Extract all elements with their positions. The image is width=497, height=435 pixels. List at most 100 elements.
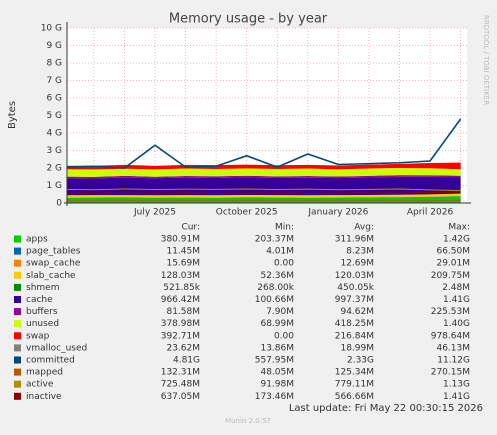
legend-stat: 2.33G xyxy=(347,356,374,366)
legend-stat: 7.90M xyxy=(266,307,294,317)
legend-stat: 270.15M xyxy=(431,368,470,378)
legend-swatch xyxy=(14,393,21,400)
legend-stat: 46.13M xyxy=(436,343,470,353)
legend-stat: 450.05k xyxy=(337,283,374,293)
legend-label: apps xyxy=(26,235,48,245)
legend-swatch xyxy=(14,320,21,327)
legend-stat: 66.50M xyxy=(436,247,470,257)
legend-swatch xyxy=(14,344,21,351)
legend-stat: 1.42G xyxy=(443,235,470,245)
legend-stat: 521.85k xyxy=(163,283,200,293)
y-tick-label: 9 G xyxy=(46,41,62,51)
legend-stat: 18.99M xyxy=(340,343,374,353)
legend-stat: 94.62M xyxy=(340,307,374,317)
legend-stat: 418.25M xyxy=(335,319,374,329)
legend-stat: 997.37M xyxy=(335,295,374,305)
legend-label: buffers xyxy=(26,307,58,317)
legend-stat: 128.03M xyxy=(161,271,200,281)
legend-swatch xyxy=(14,296,21,303)
legend-stat: 779.11M xyxy=(335,380,374,390)
y-tick-label: 5 G xyxy=(46,111,62,121)
x-tick-label: October 2025 xyxy=(216,208,278,218)
legend-stat: 29.01M xyxy=(436,259,470,269)
legend-stat: 0.00 xyxy=(274,331,294,341)
legend-stat: 311.96M xyxy=(335,235,374,245)
legend-stat: 225.53M xyxy=(431,307,470,317)
x-tick-label: January 2026 xyxy=(307,208,368,218)
y-axis-label: Bytes xyxy=(7,101,18,129)
watermark: RRDTOOL / TOBI OETIKER xyxy=(482,15,490,105)
y-tick-label: 4 G xyxy=(46,129,62,139)
legend-stat: 12.69M xyxy=(340,259,374,269)
last-update: Last update: Fri May 22 00:30:15 2026 xyxy=(289,403,483,414)
y-tick-label: 1 G xyxy=(46,181,62,191)
y-tick-label: 7 G xyxy=(46,76,62,86)
chart-title: Memory usage - by year xyxy=(169,12,328,27)
legend-stat: 209.75M xyxy=(431,271,470,281)
column-header: Min: xyxy=(275,223,294,233)
legend-stat: 68.99M xyxy=(260,319,294,329)
legend-label: active xyxy=(26,380,54,390)
legend-swatch xyxy=(14,381,21,388)
legend-swatch xyxy=(14,357,21,364)
y-tick-label: 3 G xyxy=(46,146,62,156)
legend-swatch xyxy=(14,308,21,315)
y-tick-label: 8 G xyxy=(46,59,62,69)
legend-stat: 100.66M xyxy=(255,295,294,305)
legend-stat: 637.05M xyxy=(161,392,200,402)
legend-stat: 91.98M xyxy=(260,380,294,390)
legend-stat: 1.40G xyxy=(443,319,470,329)
legend-stat: 0.00 xyxy=(274,259,294,269)
legend-stat: 13.86M xyxy=(260,343,294,353)
y-tick-label: 6 G xyxy=(46,94,62,104)
legend-stat: 1.41G xyxy=(443,392,470,402)
y-tick-label: 2 G xyxy=(46,164,62,174)
legend-label: cache xyxy=(26,295,53,305)
legend-stat: 380.91M xyxy=(161,235,200,245)
column-header: Max: xyxy=(448,223,470,233)
footer: Munin 2.0.57 xyxy=(225,417,271,425)
legend-stat: 52.36M xyxy=(260,271,294,281)
legend-stat: 203.37M xyxy=(255,235,294,245)
legend-stat: 378.98M xyxy=(161,319,200,329)
legend-stat: 15.69M xyxy=(166,259,200,269)
legend-swatch xyxy=(14,284,21,291)
legend-label: page_tables xyxy=(26,247,81,257)
y-tick-label: 0 xyxy=(56,199,62,209)
y-tick-label: 10 G xyxy=(41,24,62,34)
legend-swatch xyxy=(14,369,21,376)
legend-stat: 392.71M xyxy=(161,331,200,341)
legend-label: vmalloc_used xyxy=(26,343,87,353)
legend-label: swap_cache xyxy=(26,259,81,269)
legend-stat: 557.95M xyxy=(255,356,294,366)
legend-label: inactive xyxy=(26,392,62,402)
legend-swatch xyxy=(14,248,21,255)
legend-label: unused xyxy=(26,319,59,329)
legend-stat: 966.42M xyxy=(161,295,200,305)
legend-stat: 81.58M xyxy=(166,307,200,317)
legend-swatch xyxy=(14,260,21,267)
legend-stat: 48.05M xyxy=(260,368,294,378)
legend-stat: 8.23M xyxy=(346,247,374,257)
legend-label: slab_cache xyxy=(26,271,76,281)
legend-stat: 11.45M xyxy=(166,247,200,257)
legend-swatch xyxy=(14,236,21,243)
column-header: Cur: xyxy=(181,223,200,233)
legend-label: shmem xyxy=(26,283,59,293)
legend-stat: 978.64M xyxy=(431,331,470,341)
legend-stat: 216.84M xyxy=(335,331,374,341)
legend-stat: 1.13G xyxy=(443,380,470,390)
legend-stat: 4.01M xyxy=(266,247,294,257)
x-tick-label: July 2025 xyxy=(133,208,176,218)
legend-label: committed xyxy=(26,356,75,366)
legend-stat: 2.48M xyxy=(442,283,470,293)
legend-swatch xyxy=(14,332,21,339)
legend-label: swap xyxy=(26,331,50,341)
legend-swatch xyxy=(14,272,21,279)
legend-stat: 11.12G xyxy=(437,356,470,366)
legend-stat: 173.46M xyxy=(255,392,294,402)
legend-label: mapped xyxy=(26,368,63,378)
column-header: Avg: xyxy=(354,223,374,233)
legend-stat: 1.41G xyxy=(443,295,470,305)
